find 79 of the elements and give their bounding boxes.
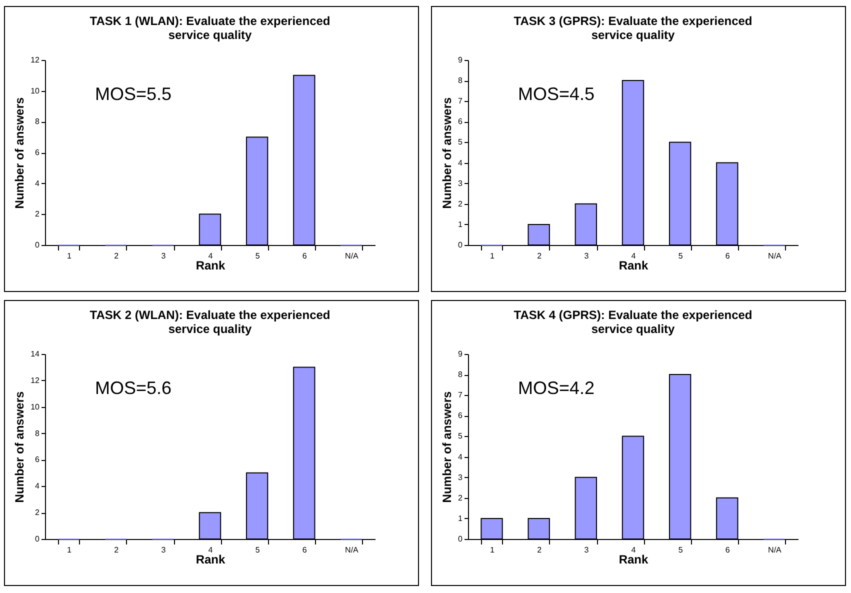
x-tick-label: 6: [302, 546, 308, 554]
x-tick-label: N/A: [768, 546, 782, 554]
x-tick-label: 5: [255, 252, 260, 260]
x-tick-label: 1: [490, 546, 496, 554]
y-tick-label: 1: [458, 514, 464, 523]
y-tick-label: 5: [458, 138, 464, 147]
x-tick-label: 5: [678, 252, 684, 260]
x-axis-title: Rank: [618, 258, 648, 272]
y-tick-label: 0: [458, 240, 464, 250]
x-tick-label: 3: [161, 546, 166, 554]
y-tick-label: 2: [458, 493, 464, 502]
y-tick-label: 9: [458, 350, 464, 358]
y-tick-label: 2: [35, 508, 40, 518]
y-tick-label: 14: [30, 350, 40, 358]
x-tick-label: 2: [537, 546, 542, 554]
x-tick-label: 2: [537, 252, 542, 260]
x-tick-label: 4: [631, 546, 636, 554]
chart-title: TASK 1 (WLAN): Evaluate the experienced service quality: [90, 14, 330, 42]
annotation: MOS=5.5: [95, 84, 172, 104]
x-tick-label: 6: [725, 546, 730, 554]
x-tick-label: 1: [490, 252, 496, 260]
y-tick-label: 0: [35, 240, 40, 250]
x-tick-label: 1: [67, 252, 72, 260]
y-tick-label: 8: [35, 428, 40, 438]
y-tick-label: 5: [458, 432, 464, 441]
x-tick-label: 2: [114, 546, 120, 554]
y-tick-label: 10: [30, 402, 40, 412]
x-tick-label: 2: [114, 252, 120, 260]
y-tick-label: 8: [458, 76, 464, 86]
chart-title: TASK 3 (GPRS): Evaluate the experienced service quality: [514, 14, 752, 42]
y-tick-label: 6: [458, 117, 464, 126]
y-tick-label: 4: [35, 482, 40, 491]
y-axis-title: Number of answers: [440, 97, 454, 209]
x-tick-label: 6: [302, 252, 308, 260]
x-tick-label: 6: [725, 252, 730, 260]
y-tick-label: 4: [35, 178, 40, 188]
y-axis-title: Number of answers: [12, 391, 27, 503]
x-tick-label: N/A: [768, 252, 782, 260]
y-tick-label: 2: [35, 210, 40, 219]
x-tick-label: 4: [208, 252, 214, 260]
x-tick-label: 5: [255, 546, 260, 554]
x-axis-title: Rank: [196, 258, 226, 272]
y-tick-label: 12: [30, 376, 40, 385]
annotation: MOS=4.5: [518, 84, 595, 104]
x-tick-label: 5: [678, 546, 684, 554]
y-tick-label: 4: [458, 452, 464, 462]
x-tick-label: N/A: [345, 546, 360, 554]
y-tick-label: 3: [458, 178, 464, 188]
y-axis-title: Number of answers: [12, 97, 27, 209]
y-tick-label: 0: [35, 534, 40, 544]
x-tick-label: 1: [67, 546, 72, 554]
y-tick-label: 7: [458, 96, 464, 106]
y-tick-label: 3: [458, 472, 464, 482]
x-tick-label: 3: [584, 252, 590, 260]
annotation: MOS=4.2: [518, 378, 595, 398]
y-tick-label: 6: [35, 455, 40, 464]
y-tick-label: 0: [458, 534, 464, 544]
x-tick-label: 3: [161, 252, 166, 260]
y-tick-label: 9: [458, 56, 464, 64]
y-tick-label: 7: [458, 390, 464, 400]
x-tick-label: 4: [208, 546, 214, 554]
y-tick-label: 10: [30, 86, 40, 96]
y-tick-label: 8: [35, 117, 40, 126]
y-tick-label: 1: [458, 220, 464, 229]
x-tick-label: 3: [584, 546, 590, 554]
y-tick-label: 8: [458, 370, 464, 380]
y-tick-label: 2: [458, 199, 464, 208]
annotation: MOS=5.6: [95, 378, 172, 398]
chart-title: TASK 4 (GPRS): Evaluate the experienced service quality: [514, 308, 752, 336]
x-tick-label: N/A: [345, 252, 360, 260]
y-tick-label: 12: [30, 56, 40, 64]
chart-title: TASK 2 (WLAN): Evaluate the experienced service quality: [90, 308, 330, 336]
y-tick-label: 4: [458, 158, 464, 168]
y-axis-title: Number of answers: [440, 391, 454, 503]
x-axis-title: Rank: [196, 552, 226, 566]
x-axis-title: Rank: [618, 552, 648, 566]
y-tick-label: 6: [35, 148, 40, 157]
y-tick-label: 6: [458, 411, 464, 420]
x-tick-label: 4: [631, 252, 636, 260]
